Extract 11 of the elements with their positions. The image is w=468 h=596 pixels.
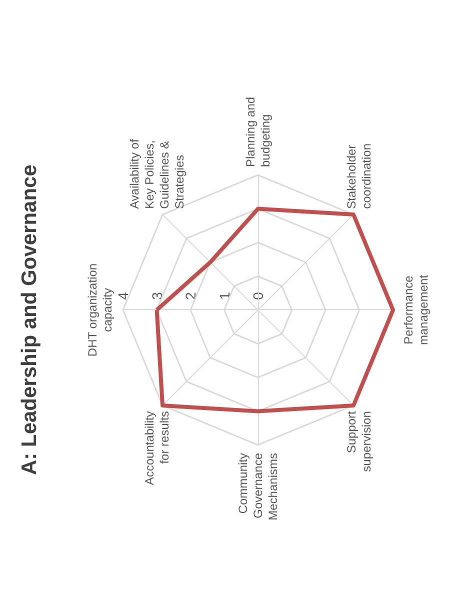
spoke-label: Availability of Key Policies, Guidelines & Strategies bbox=[127, 138, 186, 209]
text: A: Leadership and Governance bbox=[18, 164, 41, 475]
spoke-label: DHT organization capacity bbox=[86, 263, 114, 357]
spoke-label: Community Governance Mechanisms bbox=[236, 452, 280, 520]
spoke-label: Support supervision bbox=[344, 410, 374, 472]
spoke-label: Planning and budgeting bbox=[244, 96, 272, 167]
spoke-label: Accountability for results bbox=[142, 411, 172, 486]
y-tick-label: 3 bbox=[148, 292, 165, 300]
spoke-label: Stakeholder coordination bbox=[344, 143, 374, 209]
spoke-label: Performance management bbox=[402, 274, 430, 346]
y-tick-label: 4 bbox=[115, 292, 131, 300]
